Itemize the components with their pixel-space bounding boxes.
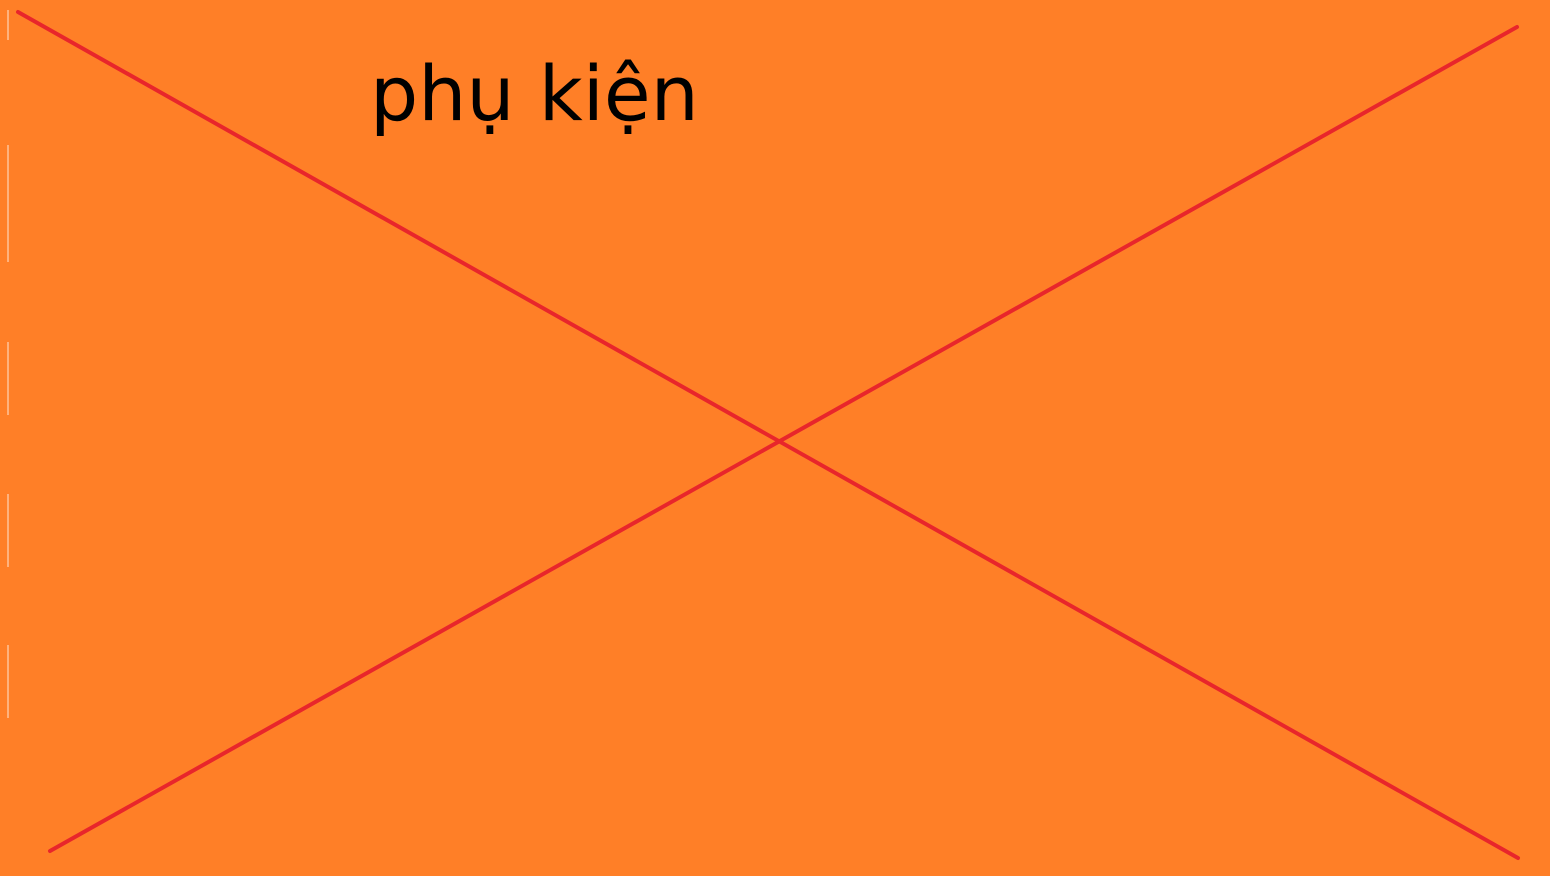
placeholder-label: phụ kiện [370, 49, 699, 138]
cross-line-ascending [48, 25, 1519, 853]
cross-line-descending [16, 10, 1520, 860]
left-edge-marks [7, 10, 9, 718]
